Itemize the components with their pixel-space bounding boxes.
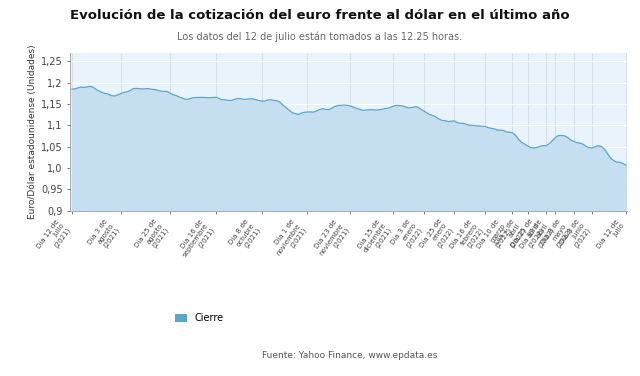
Text: Fuente: Yahoo Finance, www.epdata.es: Fuente: Yahoo Finance, www.epdata.es (262, 351, 438, 360)
Text: Los datos del 12 de julio están tomados a las 12.25 horas.: Los datos del 12 de julio están tomados … (177, 32, 463, 42)
Legend: Cierre: Cierre (175, 313, 224, 323)
Y-axis label: Euro/Dólar estadounidense (Unidades): Euro/Dólar estadounidense (Unidades) (28, 44, 37, 219)
Text: Evolución de la cotización del euro frente al dólar en el último año: Evolución de la cotización del euro fren… (70, 9, 570, 23)
